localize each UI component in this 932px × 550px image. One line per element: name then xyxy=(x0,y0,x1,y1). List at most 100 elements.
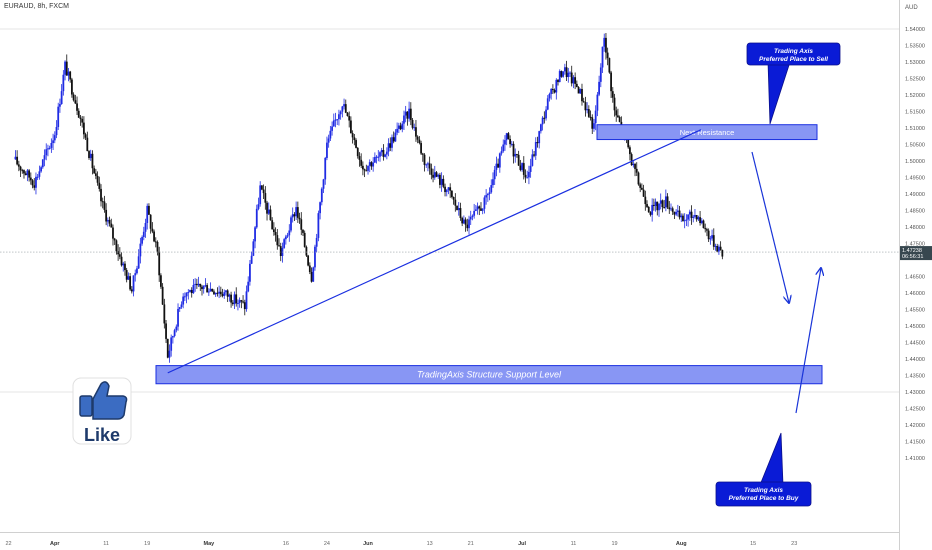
candle-body xyxy=(303,232,306,247)
candle-body xyxy=(447,187,450,190)
y-tick-label: 1.44000 xyxy=(905,357,925,363)
candle-body xyxy=(254,227,256,242)
candle-body xyxy=(572,77,575,84)
candle-body xyxy=(346,112,349,116)
candle-body xyxy=(350,120,352,134)
candle-body xyxy=(332,120,335,127)
candle-body xyxy=(161,286,164,305)
candle-body xyxy=(122,263,125,266)
candle-body xyxy=(668,207,671,210)
candle-body xyxy=(411,119,414,128)
candle-body xyxy=(163,304,166,324)
candle-body xyxy=(601,46,604,68)
candle-body xyxy=(524,174,527,178)
candle-body xyxy=(620,121,623,126)
candle-body xyxy=(105,209,108,222)
candle-body xyxy=(632,163,635,166)
candle-body xyxy=(563,67,566,72)
candle-body xyxy=(543,117,546,119)
candle-body xyxy=(373,157,376,163)
candle-body xyxy=(170,337,173,351)
candle-body xyxy=(596,94,599,111)
candle-body xyxy=(336,119,339,121)
candle-body xyxy=(634,163,636,169)
candle-body xyxy=(392,137,395,142)
candle-body xyxy=(598,81,600,95)
candle-body xyxy=(651,204,654,215)
candle-body xyxy=(195,283,198,286)
candle-body xyxy=(384,154,387,157)
candle-body xyxy=(646,204,648,207)
candle-body xyxy=(541,117,544,125)
candle-body xyxy=(706,229,708,231)
candle-body xyxy=(700,220,703,224)
candle-body xyxy=(611,91,614,98)
candle-body xyxy=(57,106,60,127)
candle-body xyxy=(41,159,44,168)
candle-body xyxy=(603,37,606,47)
candle-body xyxy=(575,83,578,88)
candle-body xyxy=(569,72,571,74)
candle-body xyxy=(428,163,431,169)
candle-body xyxy=(687,214,690,220)
candle-body xyxy=(584,102,587,111)
candle-body xyxy=(252,241,255,256)
candle-body xyxy=(454,199,457,206)
candle-body xyxy=(67,71,70,76)
candle-body xyxy=(134,273,137,276)
candle-body xyxy=(353,137,356,141)
candle-body xyxy=(459,208,462,218)
y-tick-label: 1.45000 xyxy=(905,324,925,330)
like-cuff xyxy=(79,395,93,417)
candle-body xyxy=(243,302,246,310)
candle-body xyxy=(462,219,465,224)
candle-body xyxy=(29,177,32,181)
candle-body xyxy=(587,109,590,117)
candle-body xyxy=(81,118,84,123)
candle-body xyxy=(577,87,580,94)
candle-body xyxy=(586,109,589,111)
candle-body xyxy=(283,239,286,248)
candle-body xyxy=(652,204,655,207)
candle-body xyxy=(158,251,161,276)
candle-body xyxy=(36,176,39,178)
candle-body xyxy=(93,168,96,174)
candle-body xyxy=(202,285,205,290)
candle-body xyxy=(272,229,275,233)
candle-body xyxy=(117,251,120,255)
buy-callout-text: Trading Axis xyxy=(744,487,783,494)
candle-body xyxy=(658,203,660,211)
candle-body xyxy=(141,237,143,244)
candle-body xyxy=(688,211,691,215)
candle-body xyxy=(319,202,321,214)
candle-body xyxy=(545,109,547,119)
candle-body xyxy=(719,246,722,251)
x-tick-label: 16 xyxy=(283,541,289,547)
candle-body xyxy=(409,108,412,120)
x-tick-label: Apr xyxy=(50,541,60,547)
sell-callout-pointer xyxy=(767,61,791,125)
y-tick-label: 1.54000 xyxy=(905,27,925,33)
candle-body xyxy=(675,211,678,215)
candle-body xyxy=(372,162,375,167)
candle-body xyxy=(550,88,553,94)
candle-body xyxy=(432,174,434,178)
candle-body xyxy=(62,74,65,92)
candle-body xyxy=(185,292,188,297)
candle-body xyxy=(24,173,27,176)
candle-body xyxy=(142,231,145,238)
candle-body xyxy=(533,154,535,156)
candle-body xyxy=(199,283,202,287)
y-tick-label: 1.43000 xyxy=(905,390,925,396)
candle-body xyxy=(216,292,219,294)
candle-body xyxy=(517,154,520,166)
candle-body xyxy=(671,208,674,212)
sell-callout-text: Preferred Place to Sell xyxy=(759,56,828,63)
y-tick-label: 1.41000 xyxy=(905,456,925,462)
candle-body xyxy=(166,338,169,358)
candle-body xyxy=(437,174,440,177)
x-tick-label: 24 xyxy=(324,541,330,547)
candle-body xyxy=(617,115,619,118)
candle-body xyxy=(536,142,539,144)
